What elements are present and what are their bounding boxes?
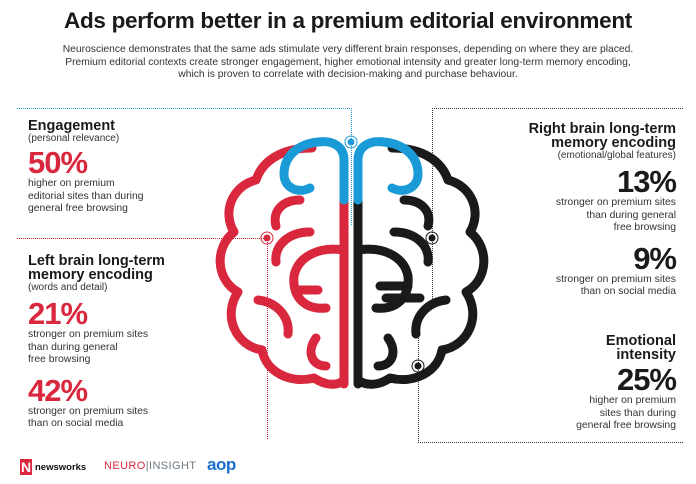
right-hemisphere [353,143,489,389]
intro-line: which is proven to correlate with decisi… [178,69,518,81]
intro-line: Neuroscience demonstrates that the same … [62,44,634,55]
engagement-desc: higher on premium editorial sites than d… [28,178,228,216]
right-memory-frame [432,108,683,309]
right-memory-block: Right brain long-term memory encoding (e… [460,121,677,299]
heading-line: memory encoding [28,267,153,283]
engagement-percent: 50% [28,145,88,180]
right-memory-desc-2: stronger on premium sites than on social… [460,274,676,299]
desc-line: higher on premium [28,178,115,189]
heading-line: Right brain long-term [528,121,676,137]
emotional-desc: higher on premium sites than during gene… [476,395,676,433]
heading-line: memory encoding [551,135,676,151]
intro-line: Premium editorial contexts create strong… [65,56,631,68]
desc-line: than during general [586,209,676,221]
intro-text: Neuroscience demonstrates that the same … [60,44,636,82]
heading-line: intensity [616,347,676,363]
desc-line: stronger on premium sites [28,329,149,340]
right-memory-desc-1: stronger on premium sites than during ge… [460,197,676,235]
right-memory-heading: Right brain long-term memory encoding [460,121,676,151]
desc-line: general free browsing [28,203,128,215]
left-hemisphere [215,143,349,389]
left-memory-marker-icon [263,234,271,242]
left-memory-desc-2: stronger on premium sites than on social… [28,406,248,431]
left-memory-percent-2: 42% [28,372,88,408]
desc-line: stronger on premium sites [555,273,676,285]
page-title: Ads perform better in a premium editoria… [64,8,632,33]
engagement-subheading: (personal relevance) [28,133,120,144]
engagement-heading: Engagement [28,118,116,134]
emotional-marker-icon [414,362,422,370]
desc-line: than on social media [28,418,124,430]
left-memory-block: Left brain long-term memory encoding (wo… [28,254,248,431]
newsworks-logo: N newsworks [20,458,86,476]
neuro-insight-logo: NEURO|INSIGHT [104,460,196,472]
newsworks-wordmark: newsworks [35,461,87,473]
engagement-frame [17,108,352,225]
logo-separator: | [145,460,149,472]
desc-line: editorial sites than during [28,190,144,202]
right-memory-subheading: (emotional/global features) [557,150,676,161]
heading-line: Emotional [605,333,676,349]
desc-line: free browsing [28,354,91,366]
left-memory-subheading: (words and detail) [28,282,108,293]
top-lobes [279,137,423,205]
desc-line: than on social media [580,286,676,298]
desc-line: stronger on premium sites [555,197,676,208]
desc-line: stronger on premium sites [28,405,149,417]
left-memory-frame [17,238,268,439]
right-memory-marker-icon [428,234,436,242]
engagement-marker-icon [347,138,355,146]
insight-wordmark: INSIGHT [149,460,197,472]
desc-line: than during general [28,341,118,353]
aop-logo: aop [207,455,236,474]
left-memory-desc-1: stronger on premium sites than during ge… [28,329,248,367]
left-memory-percent-1: 21% [28,296,88,331]
desc-line: higher on premium [589,395,676,406]
newsworks-mark-icon: N [20,459,32,475]
desc-line: free browsing [613,222,676,234]
heading-line: Left brain long-term [28,253,165,269]
engagement-block: Engagement (personal relevance) 50% high… [28,119,228,216]
left-memory-heading: Left brain long-term memory encoding [28,253,248,283]
emotional-heading: Emotional intensity [476,333,676,363]
desc-line: sites than during [599,407,676,419]
emotional-percent: 25% [616,362,677,397]
neuro-wordmark: NEURO [104,460,146,472]
emotional-block: Emotional intensity 25% higher on premiu… [476,333,677,433]
right-memory-percent-1: 13% [616,164,677,199]
right-memory-percent-2: 9% [633,240,677,276]
desc-line: general free browsing [576,420,676,432]
